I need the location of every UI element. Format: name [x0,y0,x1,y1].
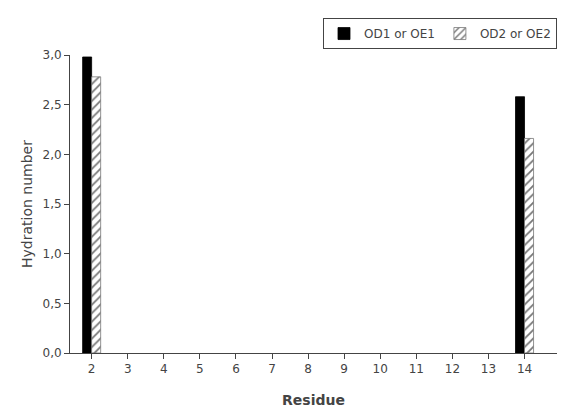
svg-text:14: 14 [517,362,532,376]
svg-text:OD2 or OE2: OD2 or OE2 [480,27,551,41]
svg-text:0,5: 0,5 [43,297,62,311]
svg-text:12: 12 [445,362,460,376]
svg-text:11: 11 [409,362,424,376]
svg-text:2,5: 2,5 [43,98,62,112]
svg-text:1,5: 1,5 [43,197,62,211]
svg-text:5: 5 [196,362,204,376]
svg-text:1,0: 1,0 [43,247,62,261]
svg-text:6: 6 [232,362,240,376]
svg-text:4: 4 [160,362,168,376]
svg-text:7: 7 [268,362,276,376]
svg-text:2,0: 2,0 [43,148,62,162]
svg-text:3,0: 3,0 [43,48,62,62]
svg-text:Residue: Residue [282,392,345,408]
svg-text:8: 8 [304,362,312,376]
svg-text:3: 3 [124,362,132,376]
svg-text:Hydration number: Hydration number [19,140,35,268]
svg-text:2: 2 [88,362,96,376]
svg-text:9: 9 [340,362,348,376]
svg-text:0,0: 0,0 [43,346,62,360]
svg-text:10: 10 [373,362,388,376]
svg-text:13: 13 [481,362,496,376]
svg-text:OD1 or OE1: OD1 or OE1 [364,27,435,41]
